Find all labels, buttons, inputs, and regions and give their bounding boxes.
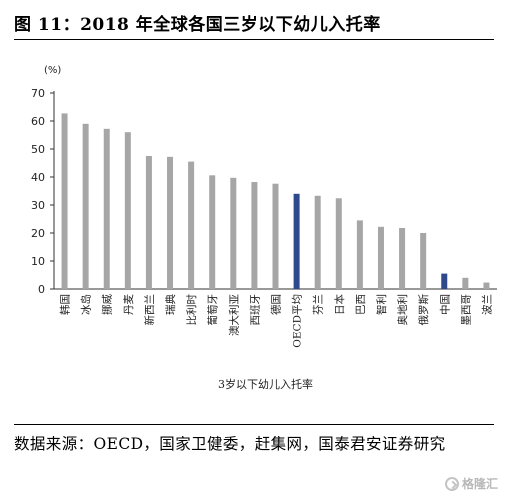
y-tick-label: 60 xyxy=(31,115,45,128)
bar-4 xyxy=(145,156,152,289)
y-tick-label: 30 xyxy=(31,199,45,212)
chart-category-labels: 韩国 冰岛 挪威 丹麦 新西兰 瑞典 比利时 葡萄牙 澳大利亚 西班牙 德国 OECD平均 芬兰 日本 巴西… xyxy=(59,294,494,348)
x-category-label: 新西兰 xyxy=(143,294,156,326)
bottom-rule xyxy=(14,424,494,425)
x-category-label: 冰岛 xyxy=(80,294,93,315)
bar-5 xyxy=(167,156,174,289)
x-category-label: 瑞典 xyxy=(164,294,177,315)
bar-3 xyxy=(124,132,131,289)
x-category-label: OECD平均 xyxy=(292,294,304,348)
bar-17 xyxy=(420,233,427,289)
bar-12 xyxy=(314,195,321,289)
y-tick-label: 0 xyxy=(38,283,45,296)
y-tick-label: 50 xyxy=(31,143,45,156)
y-tick-label: 70 xyxy=(31,87,45,100)
bar-1 xyxy=(82,123,89,289)
x-axis-title: 3岁以下幼儿入托率 xyxy=(218,377,313,391)
watermark-text: 格隆汇 xyxy=(461,477,498,491)
bar-15 xyxy=(377,226,384,289)
bar-13 xyxy=(335,198,342,289)
x-category-label: 日本 xyxy=(333,294,346,315)
x-category-label: 挪威 xyxy=(101,294,114,315)
x-category-label: 韩国 xyxy=(59,294,72,315)
bar-10 xyxy=(272,183,279,289)
x-category-label: 西班牙 xyxy=(249,294,261,326)
x-category-label: 比利时 xyxy=(185,294,198,326)
x-category-label: 智利 xyxy=(375,294,388,315)
x-category-label: 巴西 xyxy=(355,294,367,315)
x-category-label: 墨西哥 xyxy=(460,294,472,326)
bar-chart: 0 10 20 30 40 50 60 70 韩国 冰岛 挪威 丹麦 新西兰 瑞典 比利时 葡萄牙 澳大利亚西… xyxy=(31,65,497,391)
x-category-label: 芬兰 xyxy=(312,294,325,315)
bar-18 xyxy=(441,273,448,289)
chart-bars xyxy=(61,113,490,289)
x-category-label: 俄罗斯 xyxy=(417,294,430,326)
bar-6 xyxy=(188,161,195,289)
x-category-label: 中国 xyxy=(438,294,451,315)
x-category-label: 德国 xyxy=(270,294,283,315)
bar-20 xyxy=(483,282,490,289)
x-category-label: 波兰 xyxy=(480,294,493,315)
figure-title: 图 11：2018 年全球各国三岁以下幼儿入托率 xyxy=(14,15,381,35)
bar-9 xyxy=(251,182,258,289)
y-axis-unit-label: (%) xyxy=(44,65,61,76)
bar-2 xyxy=(103,128,110,289)
watermark: 格隆汇 xyxy=(444,475,498,492)
bar-14 xyxy=(356,220,363,289)
x-category-label: 葡萄牙 xyxy=(206,294,219,326)
bar-0 xyxy=(61,113,68,289)
y-tick-label: 40 xyxy=(31,171,45,184)
chart-tick-labels: 0 10 20 30 40 50 60 70 xyxy=(31,87,45,296)
x-category-label: 奥地利 xyxy=(396,294,409,326)
y-tick-label: 10 xyxy=(31,255,45,268)
bar-11 xyxy=(293,193,300,289)
bar-8 xyxy=(230,177,237,289)
source-note: 数据来源：OECD，国家卫健委，赶集网，国泰君安证券研究 xyxy=(14,435,446,453)
bar-7 xyxy=(209,175,216,289)
top-rule xyxy=(14,39,494,40)
y-tick-label: 20 xyxy=(31,227,45,240)
bar-19 xyxy=(462,277,469,289)
bar-16 xyxy=(399,227,406,289)
gelonghui-logo-icon xyxy=(444,476,459,491)
x-category-label: 丹麦 xyxy=(123,294,135,315)
x-category-label: 澳大利亚 xyxy=(227,294,240,336)
